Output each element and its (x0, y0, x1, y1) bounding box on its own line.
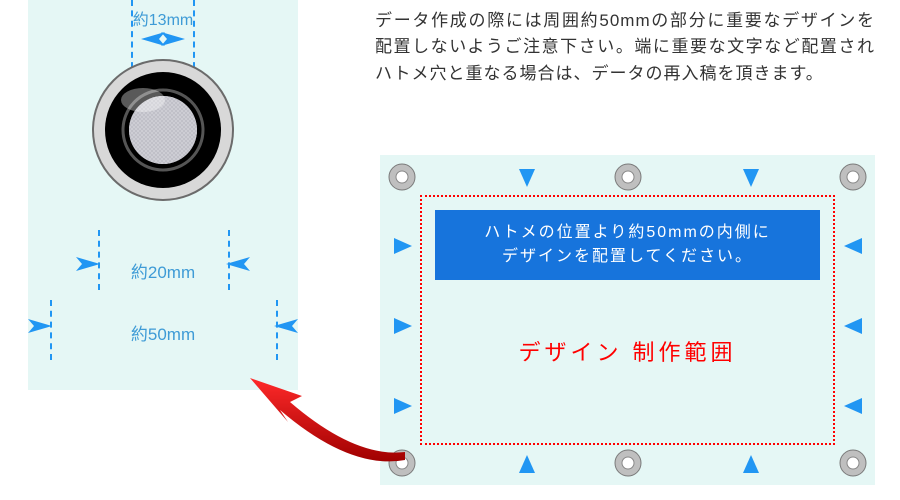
dim-50mm-label: 約50mm (28, 320, 298, 345)
dim-13mm-label: 約13mm (28, 6, 298, 30)
margin-arrow-icon (740, 167, 762, 189)
margin-arrow-icon (842, 235, 864, 257)
margin-arrow-icon (842, 395, 864, 417)
design-area-label: デザイン 制作範囲 (380, 335, 875, 367)
grommet-icon (614, 449, 642, 477)
margin-arrow-icon (842, 315, 864, 337)
grommet-icon (614, 163, 642, 191)
blue-instruction-band: ハトメの位置より約50mmの内側に デザインを配置してください。 (435, 210, 820, 280)
grommet-icon (839, 449, 867, 477)
margin-arrow-icon (740, 453, 762, 475)
arrow-right-icon (161, 30, 185, 48)
instruction-text: データ作成の際には周囲約50mmの部分に重要なデザインを配置しないようご注意下さ… (375, 8, 875, 87)
band-line1: ハトメの位置より約50mmの内側に (484, 221, 771, 245)
band-line2: デザインを配置してください。 (502, 245, 753, 269)
margin-arrow-icon (516, 167, 538, 189)
callout-arrow-icon (210, 360, 410, 480)
grommet-icon (388, 163, 416, 191)
margin-arrow-icon (392, 235, 414, 257)
dim-20mm-label: 約20mm (28, 258, 298, 283)
margin-arrow-icon (516, 453, 538, 475)
left-grommet-panel: 約13mm 約20mm 約50mm (28, 0, 298, 390)
grommet-icon (839, 163, 867, 191)
margin-arrow-icon (392, 315, 414, 337)
right-layout-panel: ハトメの位置より約50mmの内側に デザインを配置してください。 デザイン 制作… (380, 155, 875, 485)
grommet-closeup-icon (88, 55, 238, 205)
